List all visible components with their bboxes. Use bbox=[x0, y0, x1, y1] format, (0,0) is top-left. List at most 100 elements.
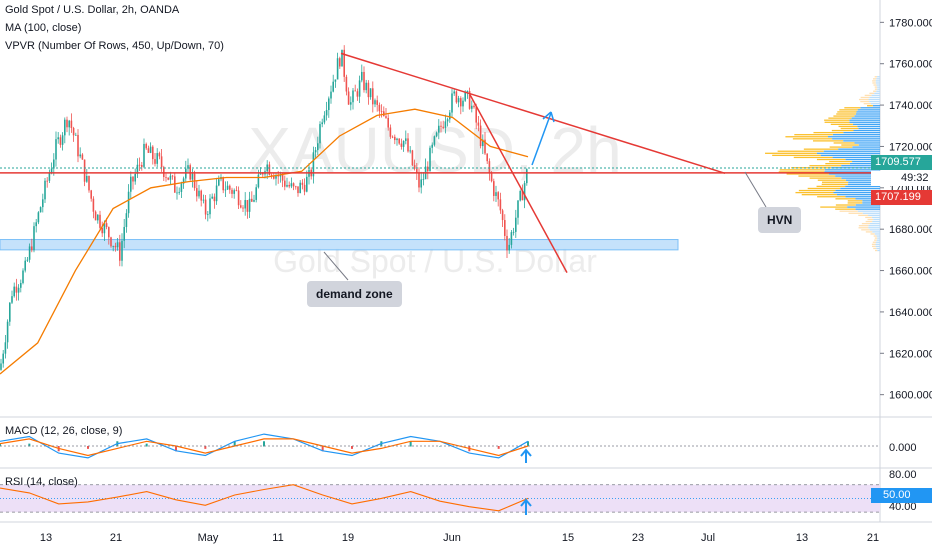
ma-legend[interactable]: MA (100, close) bbox=[5, 22, 82, 34]
demand-zone-callout[interactable]: demand zone bbox=[307, 281, 402, 307]
vpvr-down-volume-bar bbox=[860, 100, 870, 103]
up-candle-body bbox=[523, 183, 526, 201]
candlestick-series bbox=[0, 45, 528, 371]
up-candle-body bbox=[451, 93, 453, 113]
down-candle-body bbox=[297, 186, 299, 194]
vpvr-up-volume-bar bbox=[870, 222, 880, 225]
rsi-current-tag: 50.00 bbox=[871, 488, 932, 503]
vpvr-up-volume-bar bbox=[845, 185, 880, 188]
vpvr-down-volume-bar bbox=[874, 237, 878, 239]
up-candle-body bbox=[75, 134, 77, 136]
down-candle-body bbox=[160, 156, 163, 168]
vpvr-up-volume-bar bbox=[832, 156, 880, 159]
down-candle-body bbox=[339, 58, 341, 67]
macd-legend[interactable]: MACD (12, 26, close, 9) bbox=[5, 425, 123, 437]
macd-histogram-bar bbox=[527, 441, 529, 447]
vpvr-down-volume-bar bbox=[874, 86, 878, 88]
down-candle-body bbox=[440, 125, 442, 127]
up-candle-body bbox=[279, 174, 282, 177]
vpvr-up-volume-bar bbox=[875, 80, 880, 82]
upper-trendline[interactable] bbox=[340, 52, 726, 175]
up-candle-body bbox=[61, 135, 64, 145]
hvn-leader-line bbox=[744, 171, 767, 208]
vpvr-up-volume-bar bbox=[877, 76, 880, 78]
vpvr-down-volume-bar bbox=[835, 204, 856, 206]
up-candle-body bbox=[39, 207, 42, 213]
vpvr-down-volume-bar bbox=[848, 212, 863, 214]
up-candle-body bbox=[321, 122, 323, 125]
down-candle-body bbox=[277, 175, 279, 177]
down-candle-body bbox=[171, 175, 174, 177]
vpvr-up-volume-bar bbox=[843, 140, 880, 142]
vpvr-down-volume-bar bbox=[875, 249, 878, 252]
up-candle-body bbox=[42, 199, 44, 208]
lower-trendline[interactable] bbox=[469, 94, 568, 273]
down-candle-body bbox=[200, 190, 202, 201]
price-tick-label: 1640.000 bbox=[889, 307, 932, 319]
symbol-legend[interactable]: Gold Spot / U.S. Dollar, 2h, OANDA bbox=[5, 4, 180, 16]
vpvr-up-volume-bar bbox=[872, 105, 880, 107]
down-candle-body bbox=[394, 136, 396, 141]
red-level-tag: 1707.199 bbox=[871, 190, 932, 205]
vpvr-down-volume-bar bbox=[816, 158, 846, 161]
vpvr-up-volume-bar bbox=[876, 247, 880, 250]
macd-histogram-bar bbox=[87, 446, 89, 449]
vpvr-up-volume-bar bbox=[877, 249, 880, 252]
vpvr-legend[interactable]: VPVR (Number Of Rows, 450, Up/Down, 70) bbox=[5, 40, 224, 52]
vpvr-up-volume-bar bbox=[845, 196, 880, 198]
down-candle-body bbox=[99, 214, 101, 228]
vpvr-down-volume-bar bbox=[872, 241, 877, 243]
up-candle-body bbox=[290, 183, 293, 187]
up-candle-body bbox=[9, 302, 11, 322]
down-candle-body bbox=[83, 159, 86, 182]
up-candle-body bbox=[233, 190, 235, 194]
up-candle-body bbox=[462, 100, 464, 107]
up-candle-body bbox=[6, 321, 9, 343]
up-candle-body bbox=[125, 213, 128, 227]
down-candle-body bbox=[222, 177, 224, 191]
vpvr-up-volume-bar bbox=[835, 189, 880, 192]
demand-zone-rect[interactable] bbox=[0, 239, 679, 251]
up-candle-body bbox=[259, 172, 262, 175]
down-candle-body bbox=[114, 245, 117, 248]
vpvr-down-volume-bar bbox=[867, 218, 874, 221]
vpvr-down-volume-bar bbox=[858, 227, 869, 229]
up-candle-body bbox=[143, 143, 145, 167]
up-candle-body bbox=[2, 353, 4, 364]
vpvr-down-volume-bar bbox=[809, 177, 842, 179]
up-candle-body bbox=[328, 98, 330, 111]
time-axis[interactable]: 13 21 May 11 19 Jun 15 23 Jul 13 21 bbox=[40, 532, 879, 544]
vpvr-up-volume-bar bbox=[877, 88, 880, 90]
down-candle-body bbox=[367, 82, 370, 98]
hvn-callout[interactable]: HVN bbox=[758, 207, 802, 233]
vpvr-up-volume-bar bbox=[824, 169, 880, 171]
vpvr-up-volume-bar bbox=[845, 179, 880, 181]
up-candle-body bbox=[116, 242, 119, 248]
down-candle-body bbox=[196, 188, 198, 197]
up-candle-body bbox=[519, 191, 521, 201]
macd-histogram-bar bbox=[0, 443, 1, 447]
vpvr-down-volume-bar bbox=[807, 187, 841, 190]
macd-histogram-bar bbox=[263, 441, 265, 447]
down-candle-body bbox=[372, 88, 374, 105]
down-candle-body bbox=[416, 168, 418, 173]
down-candle-body bbox=[268, 164, 271, 175]
vpvr-down-volume-bar bbox=[828, 117, 852, 119]
vpvr-up-volume-bar bbox=[871, 94, 880, 97]
down-candle-body bbox=[158, 153, 161, 157]
vpvr-up-volume-bar bbox=[855, 198, 880, 200]
rsi-legend[interactable]: RSI (14, close) bbox=[5, 476, 78, 488]
down-candle-body bbox=[101, 227, 103, 234]
up-candle-body bbox=[202, 199, 205, 201]
vpvr-up-volume-bar bbox=[848, 181, 880, 183]
price-axis[interactable]: 1780.0001760.0001740.0001720.0001700.000… bbox=[880, 17, 932, 513]
down-candle-body bbox=[141, 165, 143, 167]
down-candle-body bbox=[31, 246, 33, 251]
time-tick-label: May bbox=[198, 532, 219, 544]
vpvr-up-volume-bar bbox=[849, 119, 880, 121]
vpvr-up-volume-bar bbox=[845, 158, 880, 161]
up-candle-body bbox=[255, 187, 257, 200]
projection-arrow[interactable] bbox=[531, 111, 555, 166]
up-candle-body bbox=[187, 165, 189, 169]
